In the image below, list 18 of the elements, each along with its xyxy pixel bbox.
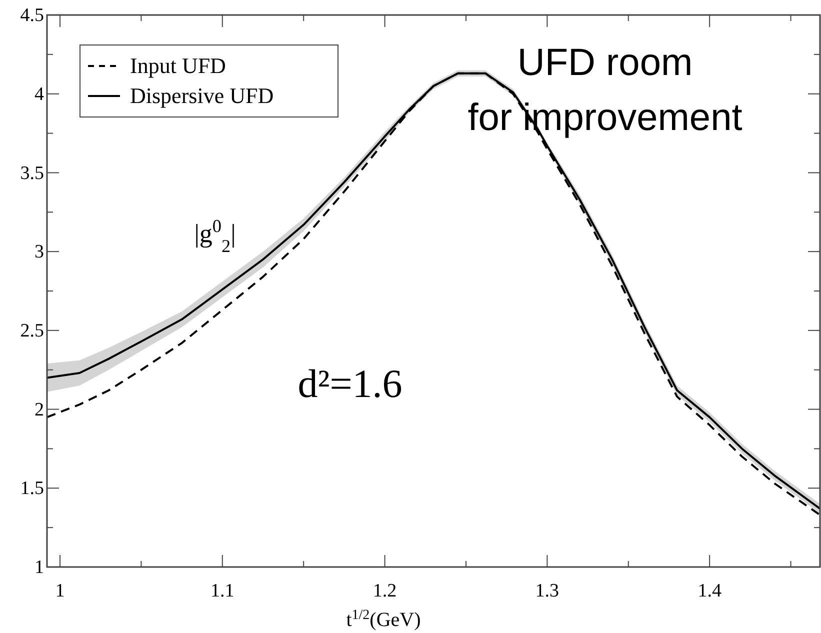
x-tick-label: 1.1 xyxy=(210,580,234,602)
y-tick-label: 3 xyxy=(34,242,44,263)
annotation: |g$^{0}$$_{2}$| xyxy=(194,216,236,256)
x-tick-label: 1.3 xyxy=(535,580,560,602)
legend-label: Dispersive UFD xyxy=(130,83,274,108)
y-tick-label: 4 xyxy=(34,84,44,105)
legend-label: Input UFD xyxy=(130,53,226,78)
y-tick-label: 1 xyxy=(34,557,44,578)
y-tick-label: 4.5 xyxy=(20,5,44,26)
x-axis-title: t$^{1/2}$(GeV) xyxy=(346,608,421,631)
x-tick-label: 1 xyxy=(55,580,65,602)
x-tick-label: 1.4 xyxy=(698,580,722,602)
y-tick-label: 1.5 xyxy=(20,478,44,500)
y-tick-label: 2 xyxy=(34,399,44,420)
y-tick-label: 2.5 xyxy=(20,320,44,342)
y-tick-label: 3.5 xyxy=(20,162,44,184)
x-tick-label: 1.2 xyxy=(372,580,397,602)
annotation: d²=1.6 xyxy=(298,361,402,406)
